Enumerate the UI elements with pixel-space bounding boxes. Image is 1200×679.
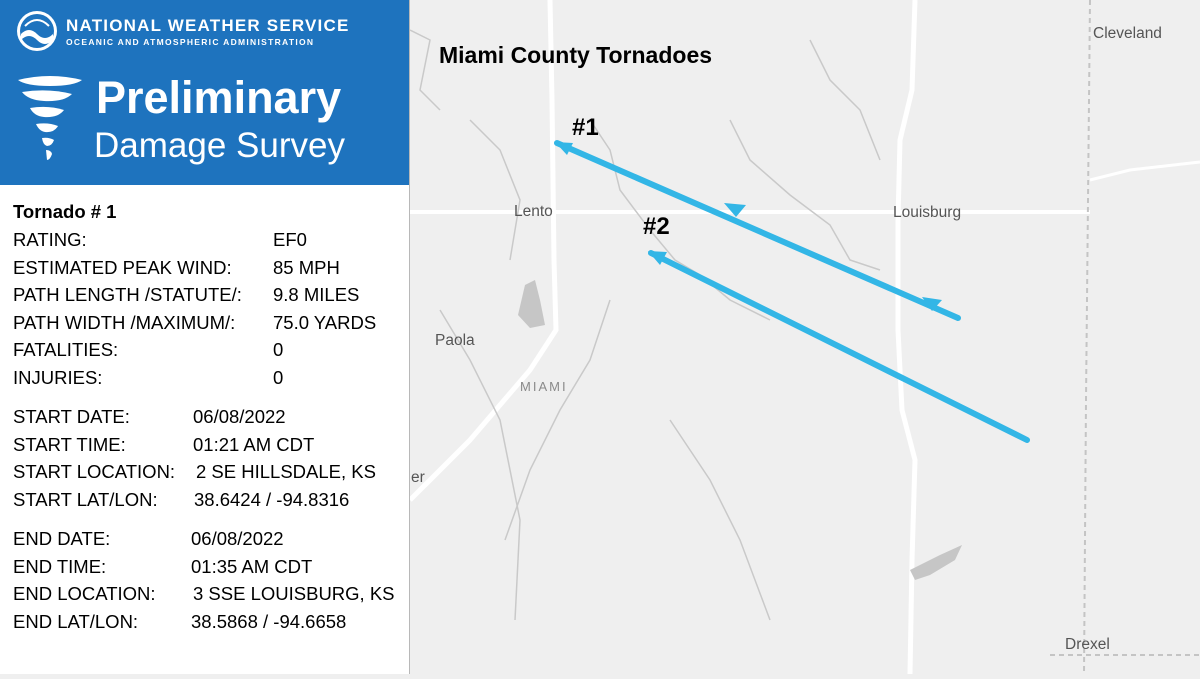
start-value: 06/08/2022 (193, 406, 286, 427)
place-label-lento: Lento (514, 203, 553, 220)
stat-label: INJURIES: (13, 366, 103, 388)
end-value: 38.5868 / -94.6658 (191, 610, 347, 632)
track-1-arrow-mid (724, 203, 746, 217)
place-label-drexel: Drexel (1065, 636, 1110, 653)
place-label-partial: er (411, 469, 425, 486)
track-1[interactable] (554, 140, 961, 321)
agency-subtitle: OCEANIC AND ATMOSPHERIC ADMINISTRATION (66, 37, 315, 47)
end-row-date: END DATE: 06/08/2022 (13, 525, 284, 553)
start-value: 01:21 AM CDT (193, 433, 315, 455)
stat-row-fatalities: FATALITIES: 0 (13, 336, 283, 364)
tornado-title: Tornado # 1 (13, 201, 117, 222)
track-2[interactable] (648, 250, 1030, 443)
end-value: 01:35 AM CDT (191, 555, 313, 577)
start-row-latlon: START LAT/LON: 38.6424 / -94.8316 (13, 486, 349, 514)
stat-label: RATING: (13, 229, 87, 250)
banner-title-preliminary: Preliminary (96, 72, 342, 123)
start-label: START TIME: (13, 433, 126, 455)
stat-value: 9.8 MILES (273, 284, 360, 305)
stat-value: EF0 (273, 229, 307, 250)
agency-name: NATIONAL WEATHER SERVICE (66, 16, 350, 35)
end-value: 06/08/2022 (191, 528, 284, 549)
track-2-arrow-start (648, 251, 667, 265)
nws-banner: NATIONAL WEATHER SERVICE OCEANIC AND ATM… (0, 0, 409, 185)
noaa-logo-icon (17, 11, 57, 51)
start-value: 38.6424 / -94.8316 (194, 488, 350, 510)
start-label: START LOCATION: (13, 461, 176, 482)
stat-value: 0 (273, 366, 284, 388)
stat-row-rating: RATING: EF0 (13, 226, 307, 254)
end-row-latlon: END LAT/LON: 38.5868 / -94.6658 (13, 608, 346, 636)
stat-label: FATALITIES: (13, 339, 119, 360)
stat-row-path-width: PATH WIDTH /MAXIMUM/: 75.0 YARDS (13, 309, 376, 337)
track-1-arrow-end (922, 297, 942, 311)
end-label: END DATE: (13, 528, 111, 549)
stat-value: 0 (273, 339, 284, 360)
end-label: END LAT/LON: (13, 610, 139, 632)
track-label-1: #1 (572, 114, 599, 141)
place-label-louisburg: Louisburg (893, 204, 962, 221)
stat-value: 85 MPH (273, 256, 340, 278)
tornado-tracks (554, 140, 1030, 443)
stat-row-injuries: INJURIES: 0 (13, 364, 283, 392)
stat-value: 75.0 YARDS (273, 311, 377, 333)
survey-sidebar: NATIONAL WEATHER SERVICE OCEANIC AND ATM… (0, 0, 410, 674)
map-title: Miami County Tornadoes (439, 42, 713, 68)
map-area[interactable] (408, 0, 1200, 675)
tornado-icon (18, 76, 82, 160)
tornado-details: Tornado # 1 RATING: EF0 ESTIMATED PEAK WI… (13, 198, 395, 636)
end-label: END LOCATION: (13, 583, 156, 604)
stat-label: PATH WIDTH /MAXIMUM/: (13, 311, 236, 333)
banner-title-damage-survey: Damage Survey (94, 126, 345, 165)
track-label-2: #2 (643, 213, 670, 240)
start-label: START DATE: (13, 406, 130, 427)
end-value: 3 SSE LOUISBURG, KS (193, 583, 395, 604)
place-label-miami: MIAMI (520, 379, 568, 394)
start-label: START LAT/LON: (13, 488, 158, 510)
start-value: 2 SE HILLSDALE, KS (196, 461, 376, 482)
map-base (408, 0, 1200, 675)
place-label-paola: Paola (435, 332, 475, 349)
stat-row-peak-wind: ESTIMATED PEAK WIND: 85 MPH (13, 254, 340, 282)
place-label-cleveland: Cleveland (1093, 25, 1162, 42)
start-row-location: START LOCATION: 2 SE HILLSDALE, KS (13, 458, 376, 486)
end-row-time: END TIME: 01:35 AM CDT (13, 553, 312, 581)
stat-row-path-length: PATH LENGTH /STATUTE/: 9.8 MILES (13, 281, 359, 309)
start-row-date: START DATE: 06/08/2022 (13, 403, 286, 431)
end-row-location: END LOCATION: 3 SSE LOUISBURG, KS (13, 580, 395, 608)
stat-label: PATH LENGTH /STATUTE/: (13, 284, 242, 305)
stat-label: ESTIMATED PEAK WIND: (13, 256, 232, 278)
track-1-arrow-start (555, 142, 573, 155)
end-label: END TIME: (13, 555, 107, 577)
start-row-time: START TIME: 01:21 AM CDT (13, 431, 314, 459)
